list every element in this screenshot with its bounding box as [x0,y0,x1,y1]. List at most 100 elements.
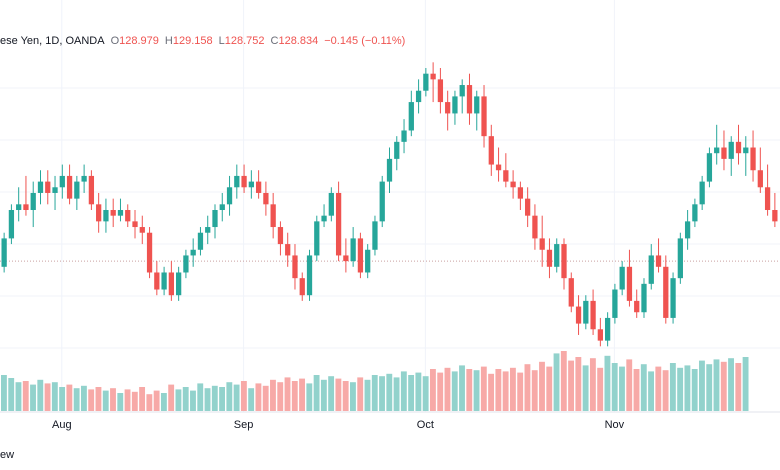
volume-bar [720,361,727,411]
volume-bar [88,389,95,411]
volume-bar [495,369,502,411]
candle-body [146,232,153,273]
candle-body [292,255,298,279]
volume-bar [444,367,451,411]
volume-bar [386,373,393,411]
volume-bar [291,381,298,411]
watermark-text: ew [0,449,15,461]
candle-body [394,141,400,159]
candle-body [670,278,676,318]
change-value: −0.145 (−0.11%) [324,35,406,47]
volume-bar [728,358,734,411]
high-label: H [164,35,173,47]
volume-bar [153,390,160,411]
volume-bar [415,372,422,411]
candle-body [103,210,109,222]
candle-body [37,181,44,193]
candle-body [699,181,705,205]
volume-bar [168,384,175,411]
volume-bar [175,389,182,411]
candle-body [408,102,414,131]
volume-bar [22,381,29,411]
volume-bar [51,382,58,411]
candle-body [372,221,378,250]
volume-bar [735,363,742,411]
candle-body [110,210,116,216]
volume-bar [350,382,356,411]
volume-bar [1,375,7,411]
volume-bar [466,369,473,411]
volume-bar [611,363,618,411]
candle-body [255,181,262,193]
candle-body [488,136,494,165]
volume-bar [742,357,749,411]
volume-bar [502,371,509,411]
volume-bar [30,384,36,411]
candle-body [88,175,95,205]
volume-bar [284,377,291,411]
volume-bar [539,361,545,411]
volume-bar [633,369,640,411]
volume-bar [582,365,589,411]
candle-body [546,249,553,267]
candle-body [306,255,313,296]
volume-bar [139,387,146,411]
volume-bar [160,393,167,411]
volume-bar [524,364,531,411]
candle-body [735,141,742,154]
volume-bar [393,377,400,411]
candle-body [117,210,124,216]
volume-bar [597,367,604,411]
volume-bar [459,365,465,411]
candle-body [401,130,407,142]
volume-bar [691,369,698,411]
volume-bar [408,375,415,411]
candle-body [525,198,531,216]
candle-body [721,147,727,159]
candle-body [554,244,560,267]
volume-bar [197,383,204,411]
volume-bar [299,378,305,411]
candle-body [212,210,218,228]
volume-bar [342,381,349,411]
volume-bar [699,360,705,411]
candle-body [655,255,662,267]
volume-bar [713,359,720,411]
candle-body [205,227,211,233]
volume-bar [146,394,153,411]
volume-bar [80,385,87,411]
candle-body [314,221,320,256]
volume-bar [400,371,407,411]
open-label: O [110,35,120,47]
candle-body [183,255,189,273]
volume-bar [509,367,516,411]
candle-body [503,170,509,182]
candle-body [328,192,334,216]
candle-body [226,187,233,205]
candle-body [154,272,160,290]
candle-body [161,272,167,290]
candle-body [335,192,342,256]
volume-bar [15,382,22,411]
volume-bar [546,366,553,411]
candle-body [277,227,284,245]
volume-bar [37,379,44,411]
candle-body [474,96,480,114]
candle-body [299,278,305,296]
volume-bar [73,388,80,411]
candle-body [1,238,7,267]
candle-body [459,85,465,97]
candle-body [59,175,65,188]
candle-body [16,204,22,210]
candle-body [168,272,175,296]
candle-body [45,181,51,193]
volume-bar [233,384,240,411]
candle-body [190,249,196,256]
candle-body [648,255,654,284]
volume-bar [619,366,625,411]
candle-body [532,215,538,239]
volume-bar [182,387,189,411]
candle-body [263,192,269,205]
